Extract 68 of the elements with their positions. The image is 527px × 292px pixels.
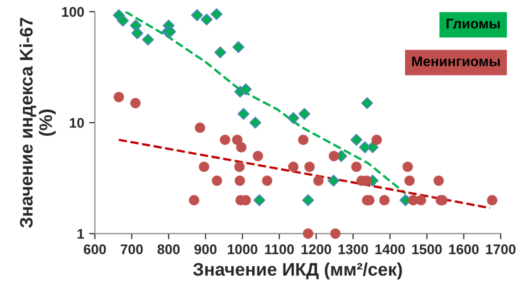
x-tick-label: 1700 [486,244,516,254]
point [194,122,206,133]
point [433,175,444,186]
x-tick-label: 800 [157,244,180,254]
point [366,141,379,154]
point [371,134,382,146]
x-tick-label: 700 [120,244,143,254]
x-tick-label: 1000 [228,244,258,254]
point [416,194,426,206]
y-tick-label: 100 [62,7,84,17]
point [351,162,362,172]
point [350,134,362,146]
point [328,174,340,187]
point [252,150,264,162]
point [232,134,242,146]
point [234,162,245,172]
point [287,112,300,124]
point [191,9,203,22]
point [249,116,262,129]
point [212,175,222,186]
point [130,98,141,108]
point [220,134,230,146]
point [313,175,324,186]
point [402,162,413,172]
point [234,175,246,186]
point [288,162,299,172]
x-tick-label: 1600 [449,244,479,254]
point [302,228,314,239]
point [262,175,272,186]
point [379,194,390,206]
x-tick-label: 900 [194,244,217,254]
point [361,97,374,110]
point [298,108,310,120]
text: Глиомы [446,18,500,29]
point [302,194,314,206]
x-tick-label: 1100 [265,244,294,254]
x-tick-label: 600 [84,244,106,254]
point [240,83,252,96]
line-series [118,138,492,210]
point [142,34,154,46]
y-axis-title: Значение индекса Ki-67 (%) [19,18,56,228]
point [210,8,223,20]
point [114,92,124,102]
point [298,134,308,146]
point [200,14,213,26]
x-tick-label: 1400 [375,244,405,254]
x-tick-label: 1500 [412,244,442,254]
point [238,108,250,120]
point [328,150,340,162]
point [214,46,226,58]
point [404,175,415,186]
point [198,162,210,172]
point [486,194,498,206]
point [131,27,144,40]
x-tick-label: 1200 [302,244,332,254]
point [304,162,315,172]
point [253,194,266,206]
point [232,41,244,53]
point [164,26,176,38]
x-axis-title: Значение ИКД (мм²/сек) [193,262,402,280]
point [236,142,247,152]
x-tick-label: 1300 [338,244,368,254]
point [116,14,129,27]
point [188,194,200,206]
point [330,228,341,239]
y-tick-label: 10 [70,118,84,128]
y-tick-label: 1 [78,229,84,239]
text: Менингиомы [412,56,500,66]
